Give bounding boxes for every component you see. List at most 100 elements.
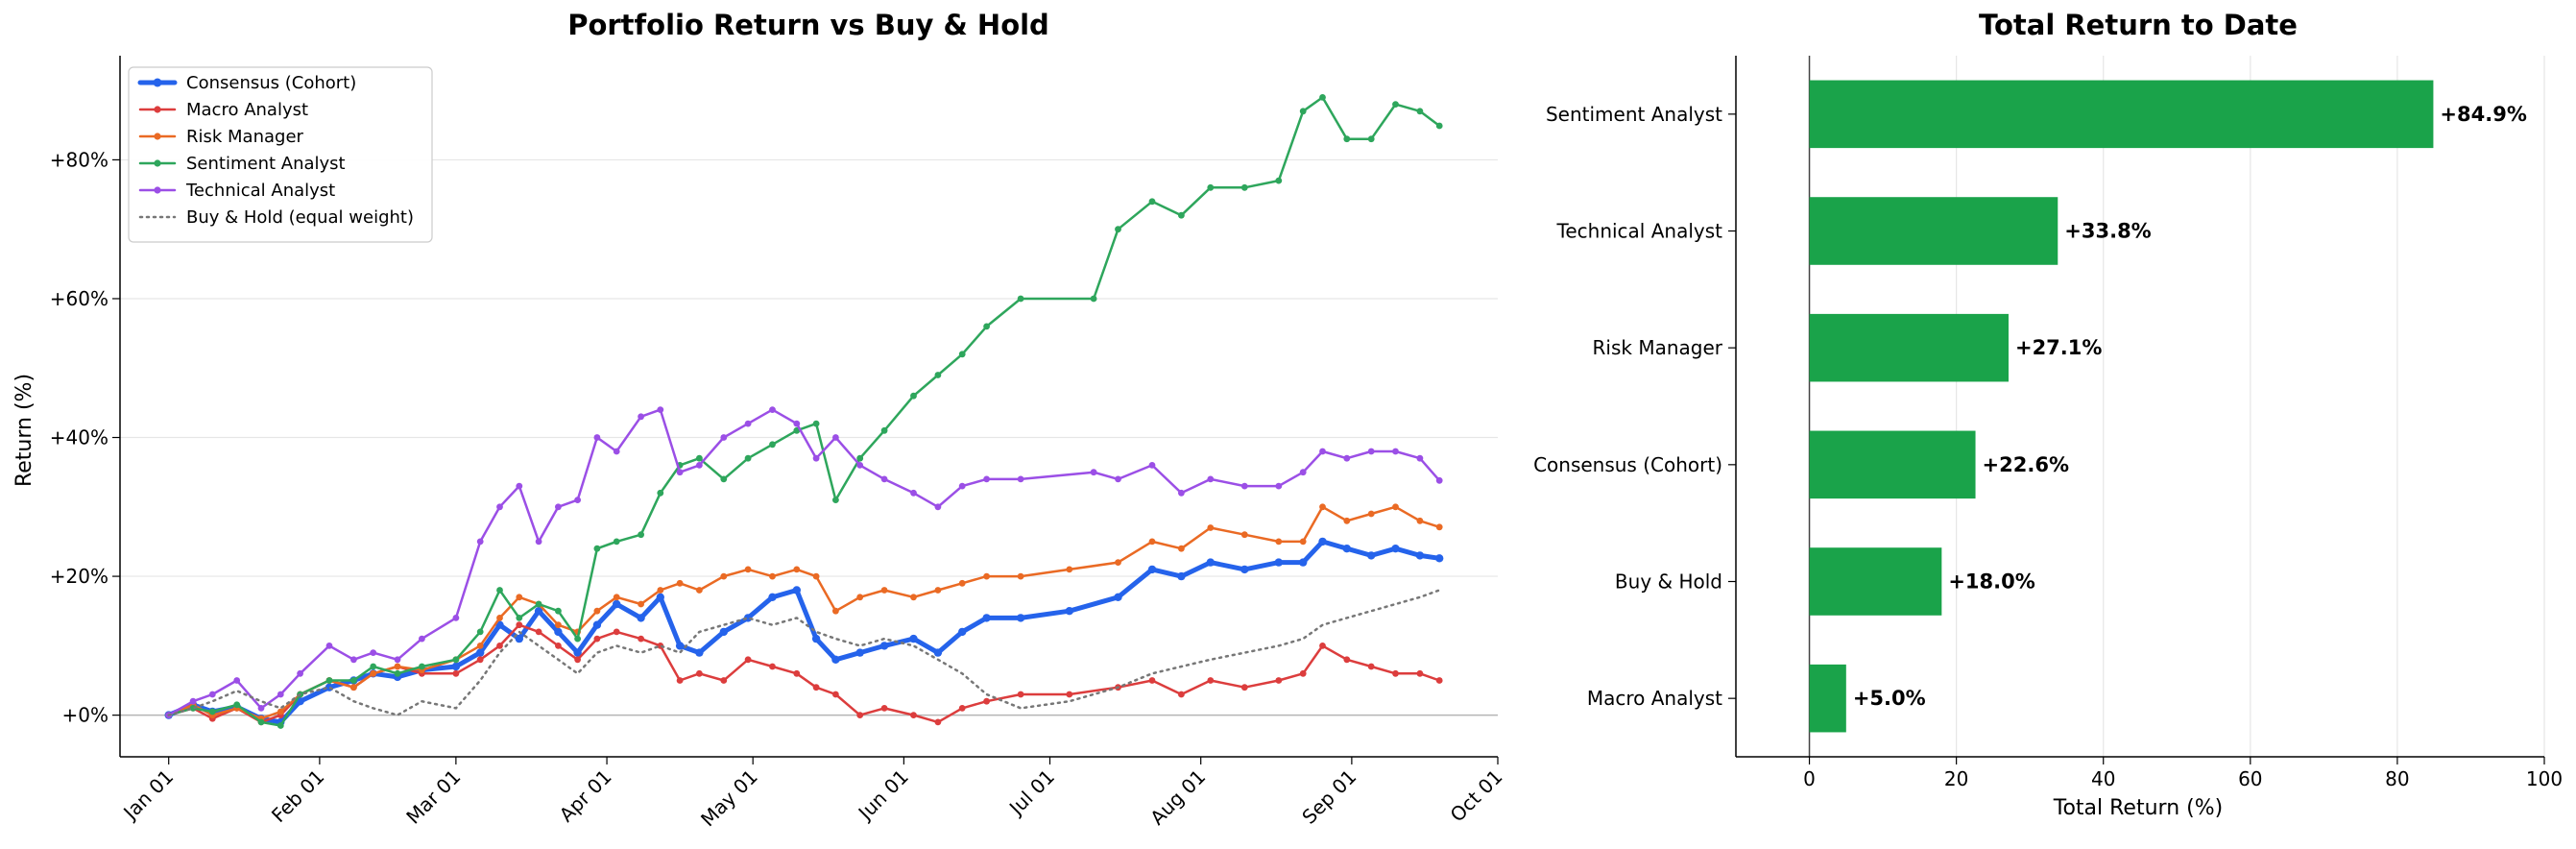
data-point [1318,537,1327,546]
data-point [1435,476,1443,484]
data-point [1240,565,1249,574]
data-point [1367,663,1375,670]
data-point [769,663,776,670]
legend-label: Buy & Hold (equal weight) [186,207,414,228]
data-point [880,587,888,594]
series-technical-analyst [165,406,1443,718]
data-point [1391,545,1400,553]
data-point [516,621,523,629]
data-point [574,497,581,503]
data-point [720,434,728,441]
series-line [167,505,1441,720]
data-point [1275,482,1283,490]
data-point [574,635,581,643]
data-point [880,426,888,434]
data-point [1240,183,1248,191]
data-point [613,448,620,455]
data-point [1066,691,1073,698]
data-point [350,656,357,664]
data-point [1207,475,1215,483]
x-tick-label: 100 [2526,767,2563,790]
data-point [535,600,542,608]
bar-chart-bars: +84.9% +33.8% +27.1% +22.6% +18.0% +5.0% [1809,80,2527,733]
data-point [1016,614,1025,622]
data-point [476,656,484,664]
bar-risk-manager [1809,313,2009,382]
category-label: Buy & Hold [1615,570,1722,594]
data-point [1416,517,1424,524]
data-point [811,634,821,643]
data-point [1178,545,1185,552]
data-point [516,615,523,621]
x-tick-label: Jan 01 [118,765,179,826]
data-point [832,691,839,698]
bar-macro-analyst [1809,664,1846,733]
x-tick-label: 20 [1944,767,1968,790]
data-point [593,607,601,615]
data-point [934,587,942,594]
data-point [593,635,601,643]
data-point [476,538,484,546]
bar-value-label: +33.8% [2064,220,2151,243]
data-point [1319,94,1326,101]
data-point [515,634,523,643]
data-point [910,712,917,718]
data-point [910,392,917,400]
data-point [451,662,461,671]
y-tick-label: +80% [50,148,108,171]
data-point [1342,545,1352,553]
data-point [370,663,377,670]
data-point [1207,524,1215,531]
data-point [1392,669,1399,677]
x-tick-label: May 01 [696,765,762,832]
data-point [793,669,801,677]
data-point [856,712,864,718]
data-point [452,656,460,664]
data-point [593,545,601,552]
data-point [856,454,864,462]
data-point [696,587,703,594]
data-point [1319,643,1326,649]
x-tick-label: Apr 01 [555,765,616,827]
x-tick-label: 0 [1803,767,1816,790]
data-point [958,351,966,358]
data-point [982,614,991,622]
data-point [832,497,839,503]
data-point [1240,531,1248,539]
data-point [910,594,917,601]
line-chart: Portfolio Return vs Buy & Hold +0% +20% +4… [12,9,1507,831]
data-point [983,572,990,580]
legend-item-technical-analyst: Technical Analyst [138,181,335,201]
series-line [167,623,1441,724]
data-point [1416,108,1424,115]
bar-consensus-cohort [1809,430,1976,499]
data-point [1148,677,1156,684]
data-point [1207,183,1215,191]
data-point [419,663,425,670]
data-point [1343,135,1351,143]
data-point [880,705,888,712]
data-point [535,628,542,636]
line-chart-axes [119,56,1498,758]
data-point [1343,656,1351,664]
data-point [496,503,503,511]
line-chart-y-ticks: +0% +20% +40% +60% +80% [50,148,120,727]
data-point [1206,558,1216,567]
data-point [277,691,284,698]
data-point [812,684,820,691]
data-point [555,503,562,511]
data-point [856,462,864,469]
data-point [496,643,503,649]
series-line [167,96,1441,727]
line-chart-y-axis-label: Return (%) [12,374,36,487]
data-point [1148,538,1156,546]
data-point [325,677,333,684]
series-line [167,589,1441,716]
legend-label: Technical Analyst [185,181,335,201]
data-point [934,372,942,378]
data-point [831,655,840,664]
data-point [909,634,918,643]
data-point [452,615,460,621]
data-point [637,614,645,622]
bar-value-label: +84.9% [2440,103,2526,126]
